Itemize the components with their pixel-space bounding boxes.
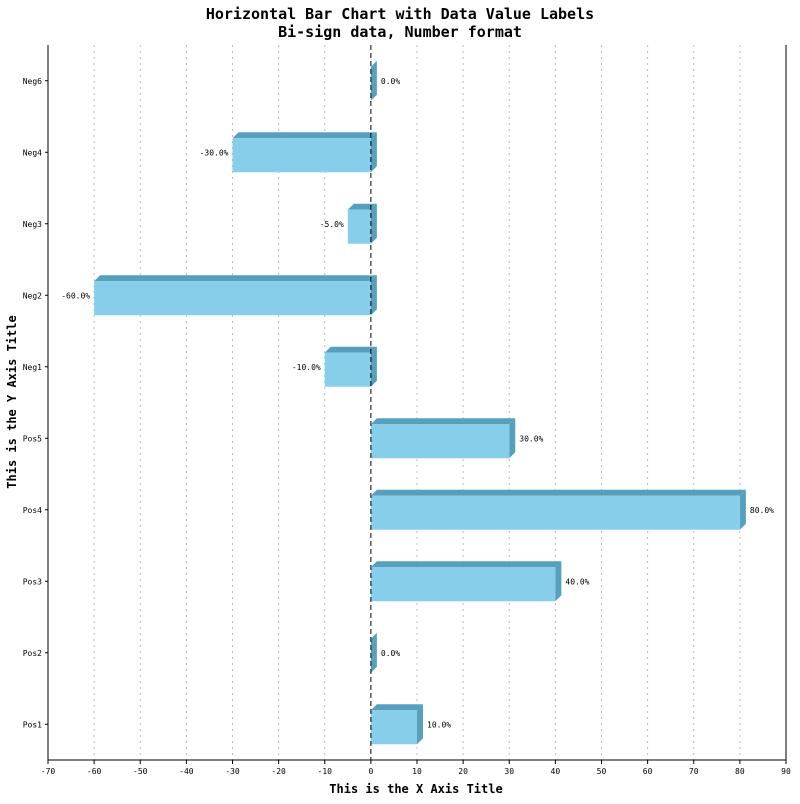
bar-top-face — [324, 346, 377, 353]
category-label: Neg2 — [23, 291, 42, 300]
x-tick-label: -30 — [225, 767, 240, 776]
bar-side-face — [370, 203, 377, 244]
x-tick-label: 0 — [368, 767, 373, 776]
bar-side-face — [739, 489, 746, 530]
category-label: Pos1 — [23, 720, 42, 729]
x-tick-label: 80 — [735, 767, 745, 776]
category-label: Pos3 — [23, 577, 42, 586]
x-tick-label: -50 — [133, 767, 148, 776]
bar-side-face — [370, 275, 377, 316]
bar-side-face — [509, 418, 516, 459]
bar — [370, 495, 740, 530]
data-label: -60.0% — [61, 291, 90, 300]
x-tick-label: -70 — [41, 767, 56, 776]
category-label: Neg4 — [23, 148, 42, 157]
bar — [324, 352, 371, 387]
bar-top-face — [347, 203, 377, 210]
bars — [94, 60, 746, 745]
chart-title: Horizontal Bar Chart with Data Value Lab… — [206, 5, 594, 23]
chart-subtitle: Bi-sign data, Number format — [278, 23, 522, 41]
bar — [94, 281, 371, 316]
category-label: Pos4 — [23, 506, 42, 515]
x-axis-title: This is the X Axis Title — [329, 782, 502, 796]
axes — [45, 45, 787, 764]
bar-side-face — [370, 132, 377, 173]
data-label: 0.0% — [381, 77, 400, 86]
category-label: Pos2 — [23, 649, 42, 658]
bar — [232, 138, 371, 173]
bar — [370, 567, 556, 602]
x-tick-label: -60 — [87, 767, 102, 776]
x-tick-label: 60 — [643, 767, 653, 776]
x-tick-label: 20 — [458, 767, 468, 776]
bar-side-face — [370, 346, 377, 387]
category-label: Neg3 — [23, 220, 42, 229]
category-label: Neg6 — [23, 77, 42, 86]
data-label: 80.0% — [750, 506, 774, 515]
bar-top-face — [370, 561, 562, 568]
category-label: Pos5 — [23, 434, 42, 443]
bar-side-face — [417, 704, 423, 745]
data-label: 10.0% — [427, 720, 451, 729]
data-label: -5.0% — [320, 220, 344, 229]
bar-top-face — [94, 275, 377, 282]
x-tick-label: 70 — [689, 767, 699, 776]
data-label: 0.0% — [381, 649, 400, 658]
y-axis-title: This is the Y Axis Title — [5, 315, 19, 488]
category-label: Neg1 — [23, 363, 42, 372]
x-tick-label: 90 — [781, 767, 791, 776]
bar — [370, 424, 510, 459]
bar-side-face — [370, 632, 377, 673]
data-label: 30.0% — [519, 434, 543, 443]
data-label: 40.0% — [565, 577, 589, 586]
x-tick-label: 30 — [504, 767, 514, 776]
bar-top-face — [232, 132, 377, 139]
bar-top-face — [370, 489, 746, 496]
bar — [347, 209, 371, 244]
bar-top-face — [370, 418, 516, 425]
x-tick-label: 40 — [551, 767, 561, 776]
x-tick-label: -40 — [179, 767, 194, 776]
bar-top-face — [370, 704, 423, 711]
bar — [370, 710, 417, 745]
data-label: -10.0% — [292, 363, 321, 372]
x-tick-label: 50 — [597, 767, 607, 776]
x-tick-label: -10 — [318, 767, 333, 776]
data-label: -30.0% — [200, 148, 229, 157]
bar-side-face — [370, 60, 377, 101]
labels: -70 -60 -50 -40 -30 -20 -10 0 10 20 30 40 50 60 70 80 90… — [23, 77, 791, 776]
x-tick-label: -20 — [271, 767, 286, 776]
bar-side-face — [555, 561, 562, 602]
x-tick-label: 10 — [412, 767, 422, 776]
grid — [93, 45, 741, 760]
